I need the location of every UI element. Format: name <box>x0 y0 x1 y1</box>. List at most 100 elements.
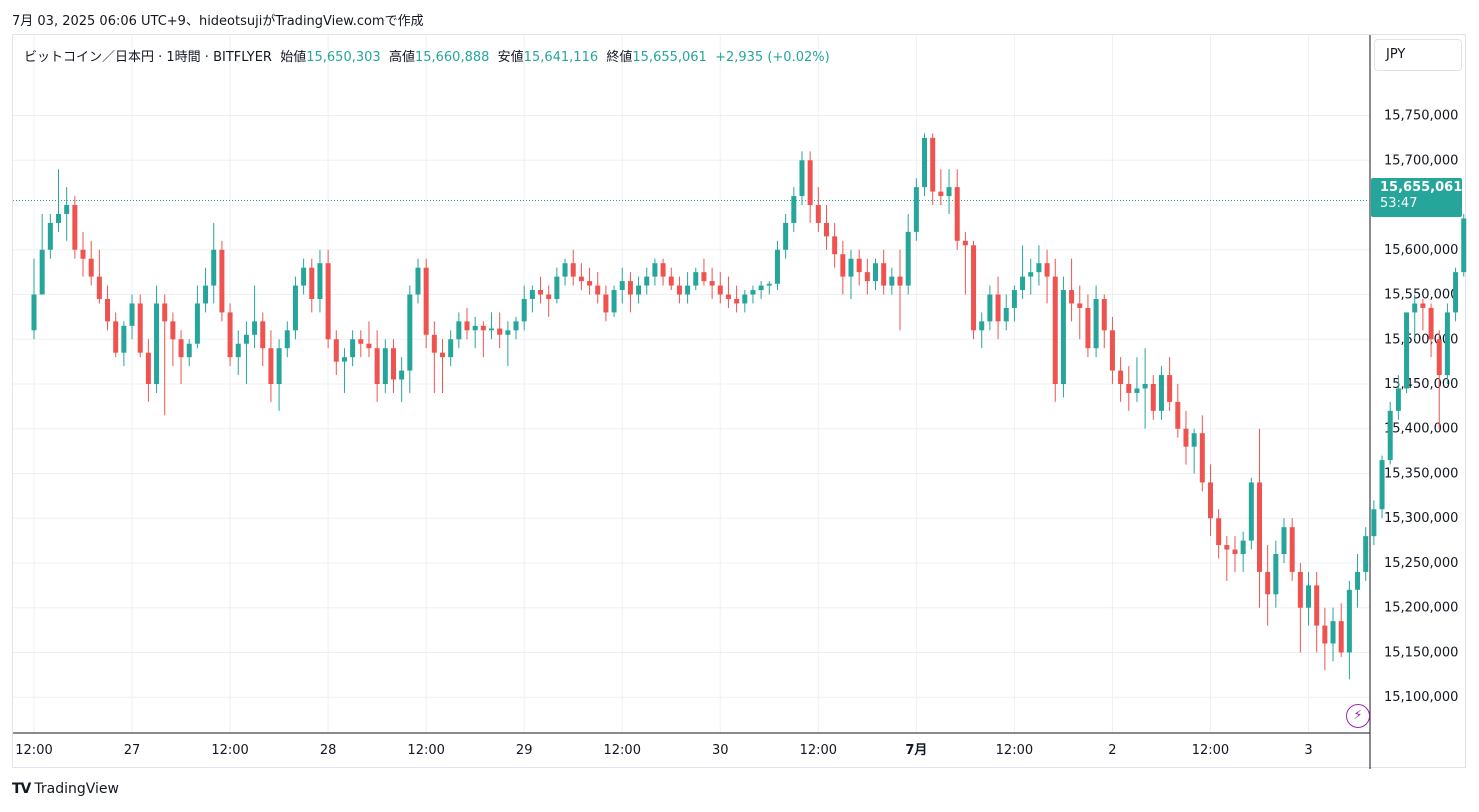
candle-body <box>995 294 1001 322</box>
candle-body <box>497 328 503 335</box>
time-axis-label: 12:00 <box>15 743 52 758</box>
candle-body <box>823 222 829 237</box>
time-axis-label: 28 <box>320 743 337 758</box>
candle-body <box>913 187 919 232</box>
candle-body <box>1020 276 1026 291</box>
candle-body <box>1183 428 1189 447</box>
candle-body <box>1142 384 1148 389</box>
candle-body <box>350 339 356 358</box>
candle-body <box>979 321 985 331</box>
candle-body <box>971 245 977 331</box>
candle-body <box>162 303 168 322</box>
candle-body <box>505 330 511 335</box>
candle-body <box>423 267 429 335</box>
change-value: +2,935 (+0.02%) <box>715 50 830 65</box>
candle-body <box>1191 433 1197 447</box>
candle-body <box>660 263 666 277</box>
candle-body <box>1289 527 1295 572</box>
candle-body <box>717 285 723 295</box>
candle-body <box>1003 307 1009 322</box>
candle-body <box>113 321 119 353</box>
time-axis-label: 12:00 <box>211 743 248 758</box>
candle-body <box>1175 401 1181 429</box>
candle-body <box>946 187 952 197</box>
candle-body <box>668 276 674 286</box>
chart-frame[interactable]: 15,100,000 15,150,000 15,200,000 15,250,000… <box>12 34 1467 769</box>
candle-body <box>954 187 960 241</box>
candle-body <box>1126 384 1132 393</box>
tradingview-logo[interactable]: TV TradingView <box>12 781 119 797</box>
candle-body <box>1436 339 1442 376</box>
candle-body <box>317 263 323 299</box>
candle-body <box>1273 554 1279 595</box>
candle-body <box>243 334 249 344</box>
close-label: 終値 <box>606 50 633 65</box>
price-axis-label: 15,300,000 <box>1384 511 1458 526</box>
candle-body <box>252 321 258 335</box>
candle-body <box>529 290 535 299</box>
candle-body <box>905 231 911 286</box>
tradingview-logo-icon: TV <box>12 781 31 797</box>
candle-body <box>791 196 797 223</box>
time-axis-label: 27 <box>124 743 141 758</box>
candle-body <box>154 303 160 384</box>
time-axis-label: 12:00 <box>996 743 1033 758</box>
open-value: 15,650,303 <box>306 50 381 65</box>
candle-body <box>1428 307 1434 340</box>
price-axis-label: 15,100,000 <box>1384 690 1458 705</box>
candle-body <box>88 258 94 277</box>
candle-body <box>603 294 609 313</box>
symbol-description[interactable]: ビットコイン／日本円 · 1時間 · BITFLYER <box>24 50 272 65</box>
candle-body <box>1167 375 1173 402</box>
candle-body <box>1101 298 1107 331</box>
candle-body <box>1379 460 1385 510</box>
candle-body <box>219 249 225 313</box>
candle-body <box>922 137 928 188</box>
candlestick-chart[interactable]: 15,100,000 15,150,000 15,200,000 15,250,000… <box>13 35 1467 769</box>
candle-body <box>856 258 862 273</box>
candle-body <box>832 236 838 255</box>
candle-body <box>774 249 780 284</box>
candle-body <box>1093 298 1099 349</box>
price-axis-label: 15,450,000 <box>1384 377 1458 392</box>
candle-body <box>848 258 854 277</box>
candle-body <box>693 272 699 286</box>
candle-body <box>1077 303 1083 308</box>
candle-body <box>1371 509 1377 537</box>
tradingview-logo-text: TradingView <box>34 781 119 797</box>
candle-body <box>72 205 78 250</box>
candle-body <box>1387 410 1393 461</box>
candle-body <box>709 281 715 286</box>
candle-body <box>1404 312 1410 389</box>
candle-body <box>562 263 568 277</box>
candle-body <box>799 160 805 197</box>
candle-body <box>1248 482 1254 541</box>
candle-body <box>1207 482 1213 519</box>
candle-body <box>1306 585 1312 608</box>
ohlc-legend: ビットコイン／日本円 · 1時間 · BITFLYER 始値15,650,303… <box>24 46 830 65</box>
candle-body <box>137 303 143 353</box>
currency-button[interactable]: JPY <box>1374 39 1462 71</box>
lightning-icon[interactable]: ⚡︎ <box>1346 704 1370 728</box>
open-label: 始値 <box>280 50 307 65</box>
candle-body <box>309 267 315 299</box>
candle-body <box>644 276 650 286</box>
candle-body <box>284 330 290 349</box>
candle-body <box>382 348 388 384</box>
candle-body <box>1028 272 1034 277</box>
candle-body <box>1420 303 1426 308</box>
candle-body <box>341 357 347 362</box>
candle-body <box>570 263 576 277</box>
candle-body <box>1216 518 1222 546</box>
candle-body <box>276 348 282 384</box>
candle-body <box>897 276 903 286</box>
candle-body <box>366 343 372 349</box>
time-axis-label: 12:00 <box>407 743 444 758</box>
candle-body <box>170 321 176 340</box>
time-axis-label: 7月 <box>905 743 927 758</box>
candle-body <box>333 339 339 362</box>
candle-body <box>464 321 470 331</box>
price-axis-label: 15,750,000 <box>1384 109 1458 124</box>
low-value: 15,641,116 <box>523 50 599 65</box>
candle-body <box>301 267 307 286</box>
